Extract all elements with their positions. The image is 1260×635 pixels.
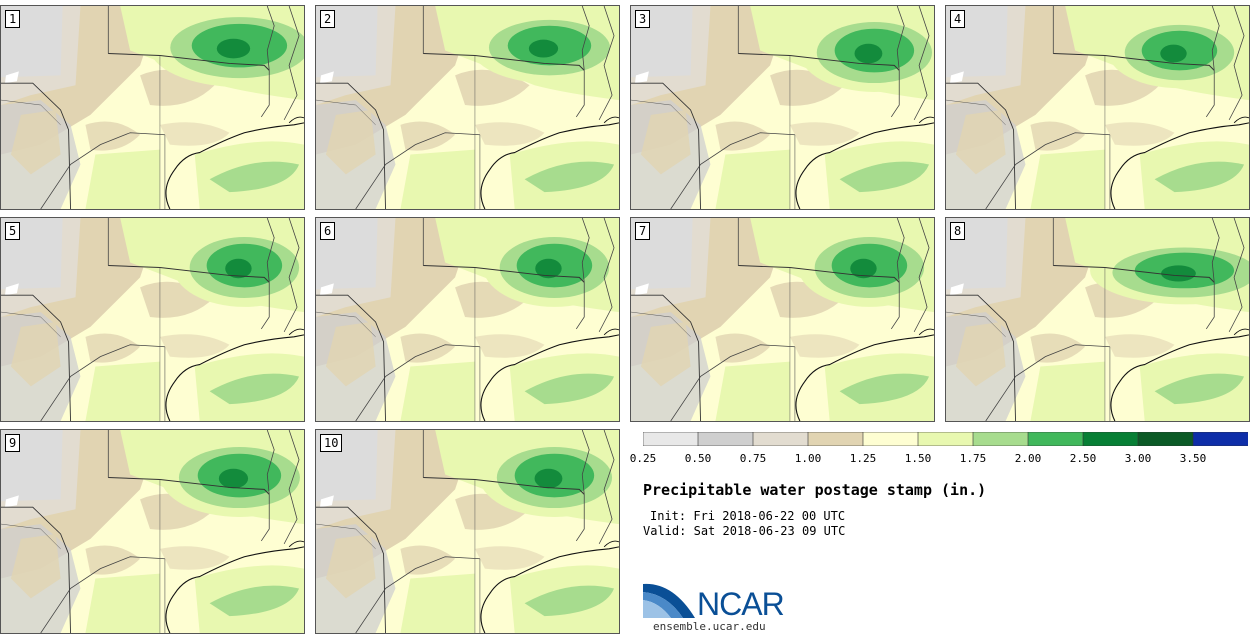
colorbar-swatch	[1082, 432, 1139, 446]
colorbar-tick-label: 0.75	[739, 452, 767, 465]
member-panel: 8	[945, 217, 1250, 422]
colorbar-swatch	[972, 432, 1029, 446]
valid-label: Valid:	[643, 524, 687, 538]
colorbar-swatch	[917, 432, 974, 446]
member-number-label: 10	[320, 434, 343, 452]
member-panel: 3	[630, 5, 935, 210]
site-url: ensemble.ucar.edu	[653, 620, 766, 633]
colorbar-tick-label: 0.50	[684, 452, 712, 465]
ncar-logo-text: NCAR	[697, 586, 785, 622]
colorbar-tick-label: 0.25	[629, 452, 657, 465]
colorbar-swatch	[643, 432, 699, 446]
member-number-label: 5	[5, 222, 21, 240]
member-panel: 10	[315, 429, 620, 634]
precipitable-water-map	[1, 430, 304, 633]
colorbar-tick-label: 1.25	[849, 452, 877, 465]
precipitable-water-map	[631, 6, 934, 209]
member-panel: 4	[945, 5, 1250, 210]
valid-time-line: Valid: Sat 2018-06-23 09 UTC	[643, 524, 845, 538]
colorbar-tick-label: 3.50	[1179, 452, 1207, 465]
colorbar-swatch	[807, 432, 864, 446]
precipitable-water-map	[316, 430, 619, 633]
colorbar-swatch	[1192, 432, 1248, 446]
colorbar-swatch	[697, 432, 754, 446]
colorbar-swatch	[1027, 432, 1084, 446]
init-time: Fri 2018-06-22 00 UTC	[693, 509, 846, 523]
ncar-logo-swoosh-icon	[643, 583, 695, 618]
member-number-label: 3	[635, 10, 651, 28]
init-label: Init:	[650, 509, 687, 523]
colorbar-tick-label: 1.75	[959, 452, 987, 465]
colorbar-swatch	[1137, 432, 1194, 446]
colorbar-tick-label: 2.50	[1069, 452, 1097, 465]
colorbar-tick-label: 1.00	[794, 452, 822, 465]
colorbar-tick-label: 1.50	[904, 452, 932, 465]
member-panel: 5	[0, 217, 305, 422]
member-number-label: 4	[950, 10, 966, 28]
colorbar-swatch	[862, 432, 919, 446]
member-number-label: 9	[5, 434, 21, 452]
precipitable-water-map	[946, 218, 1249, 421]
colorbar-tick-label: 3.00	[1124, 452, 1152, 465]
precipitable-water-map	[1, 218, 304, 421]
member-number-label: 7	[635, 222, 651, 240]
member-number-label: 6	[320, 222, 336, 240]
member-number-label: 1	[5, 10, 21, 28]
valid-time: Sat 2018-06-23 09 UTC	[693, 524, 846, 538]
precipitable-water-map	[316, 6, 619, 209]
precipitable-water-map	[1, 6, 304, 209]
precipitable-water-map	[316, 218, 619, 421]
colorbar-tick-label: 2.00	[1014, 452, 1042, 465]
member-number-label: 2	[320, 10, 336, 28]
precipitable-water-map	[631, 218, 934, 421]
colorbar	[643, 432, 1248, 446]
member-panel: 1	[0, 5, 305, 210]
colorbar-swatch	[752, 432, 809, 446]
member-panel: 2	[315, 5, 620, 210]
member-panel: 9	[0, 429, 305, 634]
page-title: Precipitable water postage stamp (in.)	[643, 481, 987, 499]
member-panel: 7	[630, 217, 935, 422]
precipitable-water-map	[946, 6, 1249, 209]
member-panel: 6	[315, 217, 620, 422]
ncar-logo	[643, 583, 695, 618]
member-number-label: 8	[950, 222, 966, 240]
init-time-line: Init: Fri 2018-06-22 00 UTC	[650, 509, 845, 523]
